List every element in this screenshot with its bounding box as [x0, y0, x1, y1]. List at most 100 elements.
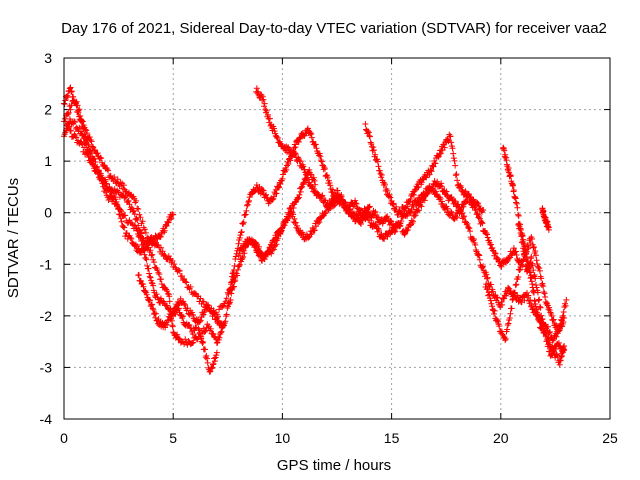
data-point — [313, 223, 320, 230]
data-point — [229, 270, 236, 277]
data-point — [196, 318, 203, 325]
data-point — [132, 199, 139, 206]
data-point — [166, 293, 173, 300]
data-point — [532, 248, 539, 255]
data-point — [311, 189, 318, 196]
data-point — [111, 174, 118, 181]
data-point — [358, 221, 365, 227]
data-point — [368, 140, 375, 147]
data-point — [157, 244, 164, 251]
data-point — [213, 349, 220, 356]
data-point — [239, 255, 246, 262]
data-point — [374, 158, 381, 165]
data-point — [142, 229, 149, 236]
data-point — [507, 173, 514, 180]
data-point — [83, 150, 90, 157]
x-tick-labels: 0 5 10 15 20 25 — [60, 430, 618, 446]
data-point — [80, 135, 87, 142]
data-point — [370, 144, 377, 151]
data-point — [93, 150, 100, 157]
data-point — [134, 227, 141, 234]
data-point — [178, 311, 185, 318]
data-point — [327, 182, 334, 189]
data-point — [274, 135, 281, 142]
data-point — [265, 248, 272, 255]
data-point — [276, 139, 283, 146]
data-point — [555, 328, 562, 335]
data-point — [444, 192, 451, 199]
data-point — [152, 310, 159, 317]
data-point — [437, 195, 444, 202]
data-point — [380, 234, 387, 241]
data-point — [391, 228, 398, 235]
data-point — [300, 180, 307, 187]
data-point — [366, 211, 373, 218]
data-point — [149, 251, 156, 258]
data-point — [474, 199, 481, 206]
data-point — [561, 314, 568, 321]
data-point — [489, 288, 496, 295]
data-point — [273, 190, 280, 197]
data-point — [324, 174, 331, 181]
data-point — [530, 267, 537, 274]
data-point — [203, 352, 210, 359]
data-point — [546, 328, 553, 335]
data-point — [149, 305, 156, 312]
data-point — [291, 145, 298, 152]
data-point — [511, 289, 518, 296]
data-point — [148, 301, 155, 308]
data-point — [389, 201, 396, 208]
data-point — [449, 145, 456, 152]
data-point — [461, 213, 468, 220]
data-point — [222, 318, 229, 325]
data-point — [318, 158, 325, 165]
data-point — [260, 187, 267, 194]
data-point — [294, 222, 301, 229]
data-point — [453, 214, 460, 221]
data-point — [410, 218, 417, 225]
data-point — [492, 250, 499, 257]
data-point — [451, 216, 458, 223]
data-point — [304, 174, 311, 181]
data-point — [128, 235, 135, 242]
data-point — [213, 340, 220, 347]
data-point — [354, 214, 361, 221]
data-point — [534, 260, 541, 267]
data-point — [305, 234, 312, 241]
data-point — [211, 310, 218, 317]
data-point — [536, 265, 543, 272]
y-axis-label: SDTVAR / TECUs — [5, 178, 22, 298]
data-point — [76, 124, 83, 131]
data-point — [238, 228, 245, 235]
data-point — [230, 267, 237, 274]
data-point — [146, 270, 153, 277]
data-point — [494, 317, 501, 324]
data-point — [89, 161, 96, 168]
data-point — [298, 184, 305, 191]
data-point — [438, 180, 445, 187]
data-point — [190, 339, 197, 346]
data-point — [279, 175, 286, 182]
data-point — [513, 251, 520, 258]
data-point — [504, 326, 511, 333]
data-point — [517, 261, 524, 268]
data-point — [98, 177, 105, 184]
y-tick-label: 1 — [44, 153, 52, 169]
data-point — [322, 197, 329, 204]
data-point — [353, 200, 360, 207]
data-point — [295, 195, 302, 202]
data-point — [82, 126, 89, 133]
data-point — [85, 146, 92, 153]
data-point — [283, 166, 290, 173]
data-point — [193, 324, 200, 331]
data-point — [407, 195, 414, 202]
x-tick-label: 25 — [602, 430, 618, 446]
data-point — [218, 328, 225, 335]
data-point — [414, 207, 421, 214]
data-point — [472, 241, 479, 248]
data-point — [137, 214, 144, 221]
data-point — [550, 347, 557, 354]
data-point — [291, 150, 298, 157]
data-point — [357, 219, 364, 226]
data-point — [536, 296, 543, 303]
